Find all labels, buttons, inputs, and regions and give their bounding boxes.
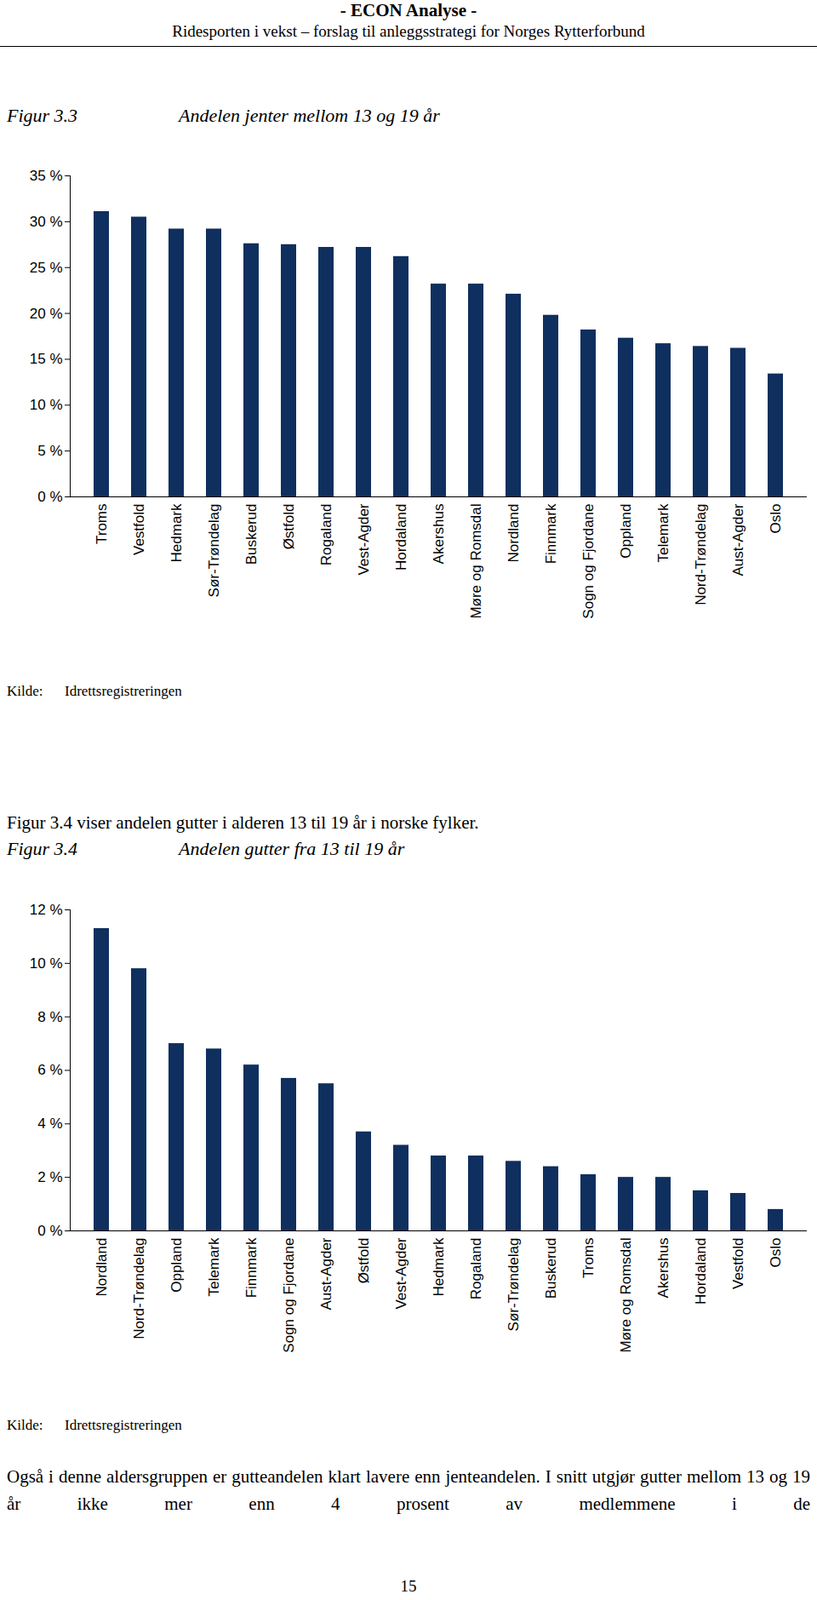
svg-text:Nord-Trøndelag: Nord-Trøndelag (131, 1237, 148, 1339)
html-text:Kilde:: Kilde: (6, 682, 43, 699)
svg-text:6 %: 6 % (37, 1061, 63, 1078)
svg-text:Sogn og Fjordane: Sogn og Fjordane (580, 503, 597, 619)
html-text:- ECON Analyse -: - ECON Analyse - (340, 0, 477, 21)
html-text:Figur 3.4 viser andelen gutter: Figur 3.4 viser andelen gutter i alderen… (6, 811, 479, 833)
svg-text:Møre og Romsdal: Møre og Romsdal (468, 503, 485, 619)
svg-text:Finnmark: Finnmark (542, 502, 560, 564)
svg-text:Buskerud: Buskerud (542, 1237, 560, 1299)
svg-text:Oppland: Oppland (617, 503, 635, 559)
html-text:Også i denne aldersgruppen er: Også i denne aldersgruppen er gutteandel… (6, 1465, 811, 1514)
svg-text:Østfold: Østfold (355, 1237, 372, 1284)
svg-text:Akershus: Akershus (430, 503, 447, 565)
svg-text:Nord-Trøndelag: Nord-Trøndelag (692, 503, 709, 606)
svg-text:Rogaland: Rogaland (318, 503, 335, 566)
svg-text:4 %: 4 % (37, 1114, 63, 1132)
svg-text:Vest-Agder: Vest-Agder (393, 1236, 410, 1309)
svg-text:Hedmark: Hedmark (168, 502, 185, 562)
svg-text:Hedmark: Hedmark (430, 1236, 447, 1296)
svg-text:10 %: 10 % (29, 954, 63, 972)
svg-text:25 %: 25 % (29, 259, 63, 276)
svg-text:0 %: 0 % (37, 1222, 63, 1239)
svg-text:Sogn og Fjordane: Sogn og Fjordane (280, 1237, 298, 1353)
html-text:Figur 3.4: Figur 3.4 (6, 837, 78, 859)
html-text:Idrettsregistreringen: Idrettsregistreringen (64, 682, 182, 699)
svg-text:30 %: 30 % (29, 213, 63, 230)
svg-text:Hordaland: Hordaland (393, 503, 410, 571)
svg-text:Sør-Trøndelag: Sør-Trøndelag (205, 503, 223, 598)
svg-text:Vest-Agder: Vest-Agder (355, 502, 372, 575)
svg-text:Aust-Agder: Aust-Agder (318, 1236, 335, 1309)
html-text:15: 15 (400, 1576, 417, 1595)
html-text:Kilde:: Kilde: (6, 1416, 43, 1433)
svg-text:10 %: 10 % (29, 396, 63, 413)
svg-text:Buskerud: Buskerud (243, 503, 260, 566)
html-text:Figur 3.3: Figur 3.3 (6, 104, 78, 126)
svg-text:Møre og Romsdal: Møre og Romsdal (617, 1237, 635, 1353)
svg-text:Telemark: Telemark (205, 1236, 223, 1296)
svg-text:Oslo: Oslo (767, 503, 784, 534)
svg-text:0 %: 0 % (37, 488, 63, 505)
svg-text:15 %: 15 % (29, 350, 63, 367)
svg-text:Vestfold: Vestfold (730, 1237, 747, 1290)
svg-text:Nordland: Nordland (505, 503, 522, 563)
html-text:Andelen jenter mellom 13 og 19: Andelen jenter mellom 13 og 19 år (178, 104, 440, 126)
svg-text:5 %: 5 % (37, 442, 63, 459)
svg-text:Oslo: Oslo (767, 1237, 784, 1268)
svg-text:Troms: Troms (580, 1237, 597, 1279)
svg-text:8 %: 8 % (37, 1008, 63, 1025)
html-text:Idrettsregistreringen: Idrettsregistreringen (64, 1416, 182, 1433)
svg-text:Oppland: Oppland (168, 1237, 185, 1292)
svg-text:Finnmark: Finnmark (243, 1236, 260, 1297)
svg-text:20 %: 20 % (29, 305, 63, 322)
svg-text:Rogaland: Rogaland (468, 1237, 485, 1300)
svg-text:Vestfold: Vestfold (131, 503, 148, 556)
svg-text:Nordland: Nordland (93, 1237, 110, 1297)
svg-text:Akershus: Akershus (655, 1237, 672, 1298)
html-text:Andelen gutter fra 13 til 19 å: Andelen gutter fra 13 til 19 år (178, 837, 405, 859)
html-text:Ridesporten i vekst – forslag: Ridesporten i vekst – forslag til anlegg… (172, 22, 645, 40)
svg-text:Aust-Agder: Aust-Agder (730, 502, 747, 576)
svg-text:Troms: Troms (93, 503, 110, 545)
svg-text:Sør-Trøndelag: Sør-Trøndelag (505, 1237, 522, 1332)
svg-text:12 %: 12 % (29, 901, 63, 918)
svg-text:Hordaland: Hordaland (692, 1237, 709, 1304)
svg-text:Østfold: Østfold (280, 503, 298, 550)
svg-text:35 %: 35 % (29, 167, 63, 184)
svg-text:Telemark: Telemark (655, 502, 672, 562)
svg-text:2 %: 2 % (37, 1168, 63, 1185)
